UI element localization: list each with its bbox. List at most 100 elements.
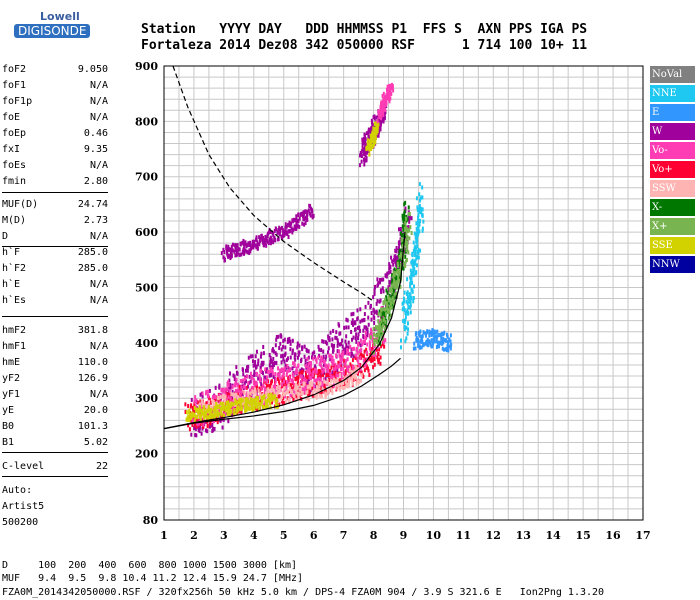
echo-point [302, 383, 305, 388]
echo-point [411, 252, 414, 257]
echo-point [407, 212, 410, 217]
echo-point [356, 350, 359, 355]
echo-point [355, 366, 358, 371]
echo-point [414, 235, 417, 240]
echo-point [363, 139, 366, 144]
echo-point [201, 422, 204, 427]
echo-point [282, 230, 285, 235]
echo-point [418, 198, 421, 203]
echo-point [210, 405, 213, 410]
x-tick-label: 2 [190, 529, 198, 542]
echo-point [236, 401, 239, 406]
echo-point [253, 373, 256, 378]
echo-point [391, 273, 394, 278]
echo-point [370, 317, 373, 322]
echo-point [232, 406, 235, 411]
echo-point [406, 277, 409, 282]
echo-point [231, 385, 234, 390]
echo-point [432, 330, 435, 335]
echo-point [243, 244, 246, 249]
echo-point [224, 394, 227, 399]
echo-point [376, 355, 379, 360]
echo-point [330, 388, 333, 393]
echo-point [261, 362, 264, 367]
echo-point [379, 298, 382, 303]
echo-point [380, 106, 383, 111]
echo-point [388, 264, 391, 269]
echo-point [211, 415, 214, 420]
echo-point [323, 362, 326, 367]
echo-point [301, 387, 304, 392]
echo-point [362, 363, 365, 368]
echo-point [391, 259, 394, 264]
echo-point [227, 392, 230, 397]
echo-point [266, 234, 269, 239]
echo-point [274, 226, 277, 231]
echo-point [359, 343, 362, 348]
echo-point [322, 373, 325, 378]
echo-point [356, 378, 359, 383]
echo-point [307, 362, 310, 367]
echo-point [241, 407, 244, 412]
echo-point [274, 343, 277, 348]
echo-point [194, 414, 197, 419]
echo-point [321, 356, 324, 361]
echo-point [291, 394, 294, 399]
echo-point [383, 115, 386, 120]
echo-point [222, 393, 225, 398]
echo-point [389, 297, 392, 302]
echo-point [321, 367, 324, 372]
echo-point [206, 423, 209, 428]
param-row: foF2 9.050 [2, 62, 108, 78]
echo-point [298, 382, 301, 387]
echo-point [331, 362, 334, 367]
echo-point [359, 319, 362, 324]
echo-point [307, 349, 310, 354]
echo-point [251, 389, 254, 394]
echo-point [252, 245, 255, 250]
echo-point [421, 226, 424, 231]
echo-point [404, 315, 407, 320]
echo-point [285, 373, 288, 378]
echo-point [352, 335, 355, 340]
echo-point [268, 353, 271, 358]
echo-point [404, 206, 407, 211]
echo-point [305, 370, 308, 375]
echo-point [382, 112, 385, 117]
echo-point [286, 339, 289, 344]
echo-point [397, 277, 400, 282]
echo-point [381, 102, 384, 107]
echo-point [392, 274, 395, 279]
echo-point [326, 379, 329, 384]
echo-point [209, 400, 212, 405]
echo-point [309, 367, 312, 372]
echo-point [197, 414, 200, 419]
echo-point [277, 228, 280, 233]
echo-point [344, 382, 347, 387]
echo-point [385, 298, 388, 303]
footer-distance: D 100 200 400 600 800 1000 1500 3000 [km… [2, 560, 298, 571]
echo-point [248, 374, 251, 379]
echo-point [393, 284, 396, 289]
echo-point [255, 235, 258, 240]
echo-point [377, 133, 380, 138]
echo-point [308, 381, 311, 386]
echo-point [195, 433, 198, 438]
echo-point [204, 428, 207, 433]
echo-point [371, 134, 374, 139]
echo-point [199, 392, 202, 397]
echo-point [239, 242, 242, 247]
echo-point [231, 248, 234, 253]
echo-point [217, 404, 220, 409]
echo-point [257, 388, 260, 393]
echo-point [278, 370, 281, 375]
echo-point [222, 247, 225, 252]
echo-point [378, 332, 381, 337]
echo-point [197, 423, 200, 428]
echo-point [338, 372, 341, 377]
echo-point [311, 372, 314, 377]
echo-point [244, 398, 247, 403]
x-tick-label: 17 [635, 529, 650, 542]
echo-point [406, 291, 409, 296]
echo-point [387, 285, 390, 290]
